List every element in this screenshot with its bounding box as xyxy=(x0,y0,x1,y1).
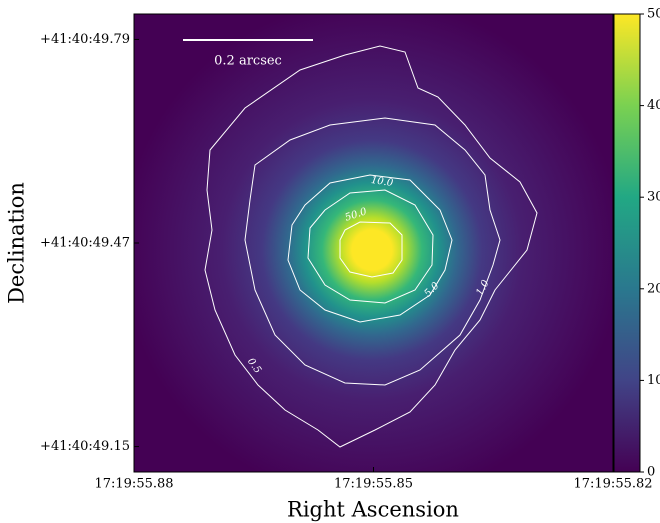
colorbar-tick-label: 30 xyxy=(647,190,660,205)
scale-bar-label: 0.2 arcsec xyxy=(214,54,282,69)
colorbar-tick-label: 20 xyxy=(647,281,660,296)
contour xyxy=(339,221,403,278)
colorbar-tick-label: 40 xyxy=(647,98,660,113)
x-tick-label: 17:19:55.85 xyxy=(334,477,413,492)
x-tick-label: 17:19:55.88 xyxy=(94,477,173,492)
colorbar-tick-label: 50 xyxy=(647,7,660,22)
x-tick-label: 17:19:55.82 xyxy=(573,477,652,492)
contour xyxy=(244,117,501,386)
contour-label: 10.0 xyxy=(370,175,394,189)
contour xyxy=(307,189,434,304)
y-tick-label: +41:40:49.47 xyxy=(40,236,130,251)
y-tick-label: +41:40:49.15 xyxy=(40,439,130,454)
colorbar-tick-label: 10 xyxy=(647,373,660,388)
y-axis-title: Declination xyxy=(5,182,29,304)
colorbar-tick-label: 0 xyxy=(647,465,655,480)
contour xyxy=(204,45,538,448)
colorbar xyxy=(613,13,641,473)
x-axis-title: Right Ascension xyxy=(287,498,459,522)
contour xyxy=(287,174,453,323)
image xyxy=(133,13,614,473)
y-tick-label: +41:40:49.79 xyxy=(40,32,130,47)
